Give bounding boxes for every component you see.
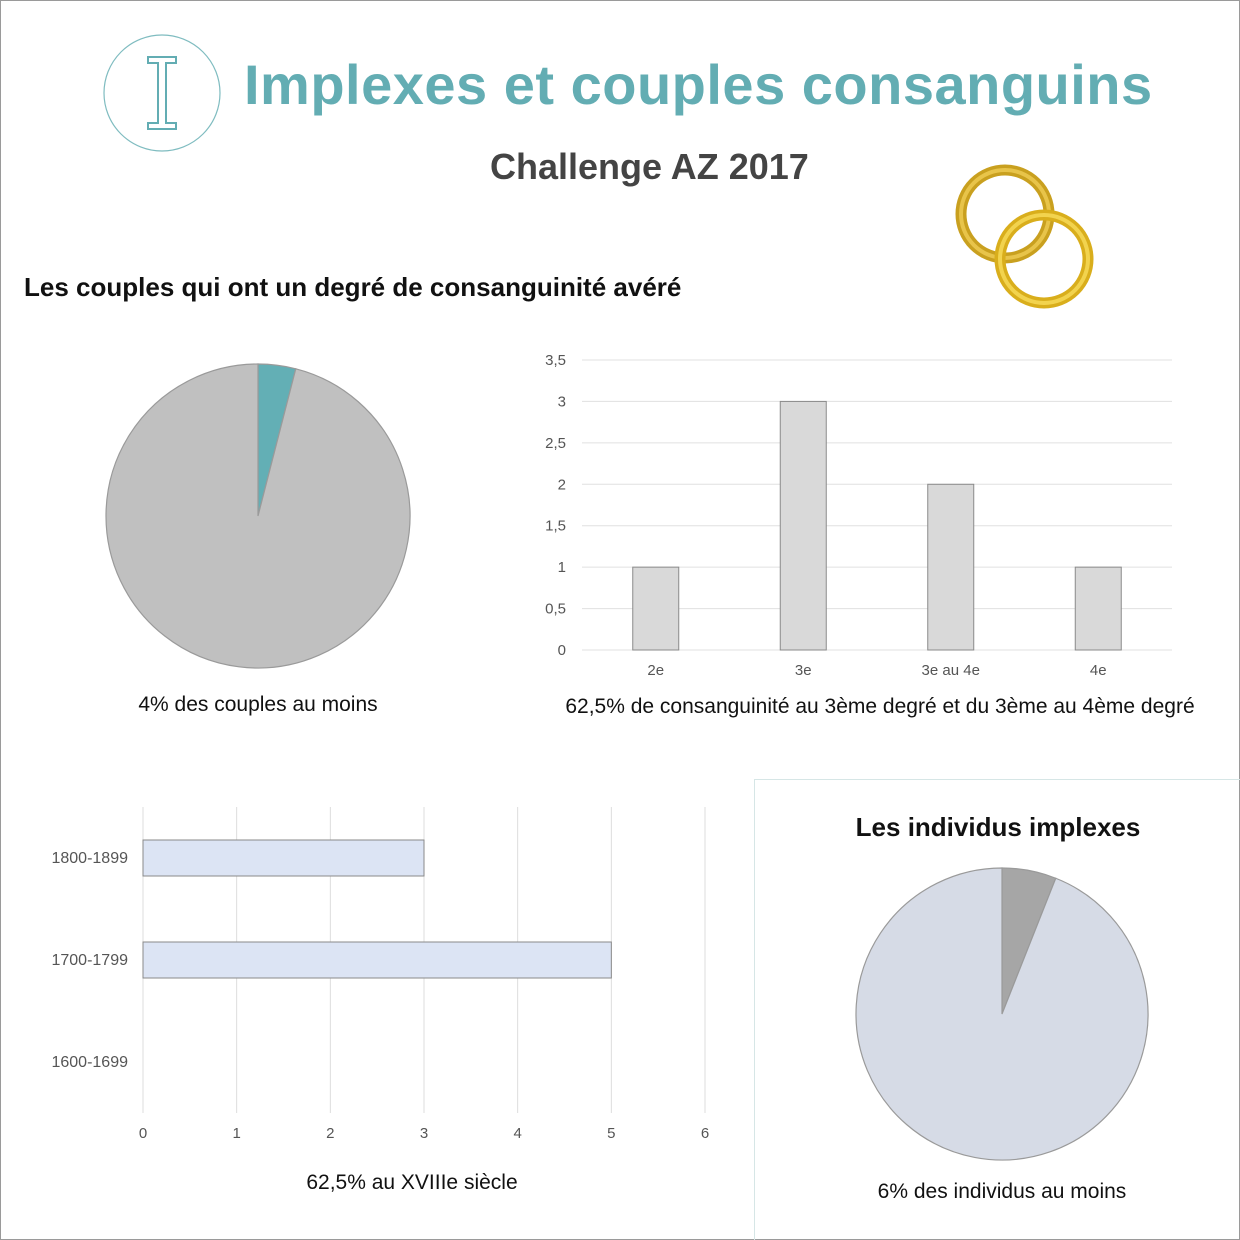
couples-pie-caption: 4% des couples au moins — [138, 693, 378, 716]
degree-bar-xtick: 4e — [1090, 662, 1107, 679]
page-subtitle: Challenge AZ 2017 — [490, 146, 809, 187]
century-hbar-xtick: 6 — [701, 1125, 709, 1142]
century-hbar-chart: 0 1 2 3 4 5 6 1800-1899 1700-1799 1600-1699 — [51, 807, 709, 1142]
couples-pie-slice-1 — [105, 363, 411, 669]
individus-panel: Les individus implexes — [754, 779, 1240, 1240]
century-hbar-xtick: 0 — [139, 1125, 147, 1142]
page-title: Implexes et couples consanguins — [244, 53, 1153, 116]
degree-bar-0 — [632, 566, 680, 651]
century-hbar-ytick: 1700-1799 — [51, 952, 128, 969]
degree-bar-xtick: 3e — [795, 662, 812, 679]
degree-bar-ytick: 1,5 — [545, 518, 566, 535]
century-hbar-xtick: 4 — [513, 1125, 521, 1142]
century-hbar-xtick: 5 — [607, 1125, 615, 1142]
degree-bar-ytick: 0,5 — [545, 601, 566, 618]
century-hbar-1 — [142, 941, 612, 979]
degree-bar-3 — [1074, 566, 1122, 651]
section-heading-couples: Les couples qui ont un degré de consangu… — [24, 272, 682, 302]
degree-bar-ytick: 1 — [558, 559, 566, 576]
degree-bar-ytick: 2,5 — [545, 435, 566, 452]
individus-heading: Les individus implexes — [855, 812, 1141, 842]
degree-bar-ytick: 3,5 — [545, 352, 566, 369]
century-hbar-caption: 62,5% au XVIIIe siècle — [306, 1171, 518, 1194]
degree-bar-caption: 62,5% de consanguinité au 3ème degré et … — [565, 695, 1195, 718]
century-hbar-xtick: 2 — [326, 1125, 334, 1142]
individus-pie-caption: 6% des individus au moins — [877, 1180, 1127, 1203]
logo-i-icon — [103, 34, 221, 152]
century-hbar-0 — [142, 839, 425, 877]
degree-bar-2 — [927, 483, 975, 651]
individus-pie-slice-1 — [855, 867, 1149, 1161]
wedding-rings-icon — [955, 164, 1094, 309]
degree-bar-chart: 0 0,5 1 1,5 2 2,5 3 3,5 2e 3e 3e au 4e 4e — [545, 352, 1172, 679]
degree-bar-ytick: 2 — [558, 476, 566, 493]
degree-bar-ytick: 0 — [558, 642, 566, 659]
century-hbar-xtick: 1 — [232, 1125, 240, 1142]
degree-bar-xtick: 2e — [647, 662, 664, 679]
degree-bar-1 — [779, 400, 827, 651]
century-hbar-xtick: 3 — [420, 1125, 428, 1142]
degree-bar-ytick: 3 — [558, 393, 566, 410]
individus-pie-chart — [855, 867, 1149, 1161]
century-hbar-ytick: 1600-1699 — [51, 1054, 128, 1071]
degree-bar-xtick: 3e au 4e — [922, 662, 980, 679]
couples-pie-chart — [105, 363, 411, 669]
century-hbar-ytick: 1800-1899 — [51, 850, 128, 867]
